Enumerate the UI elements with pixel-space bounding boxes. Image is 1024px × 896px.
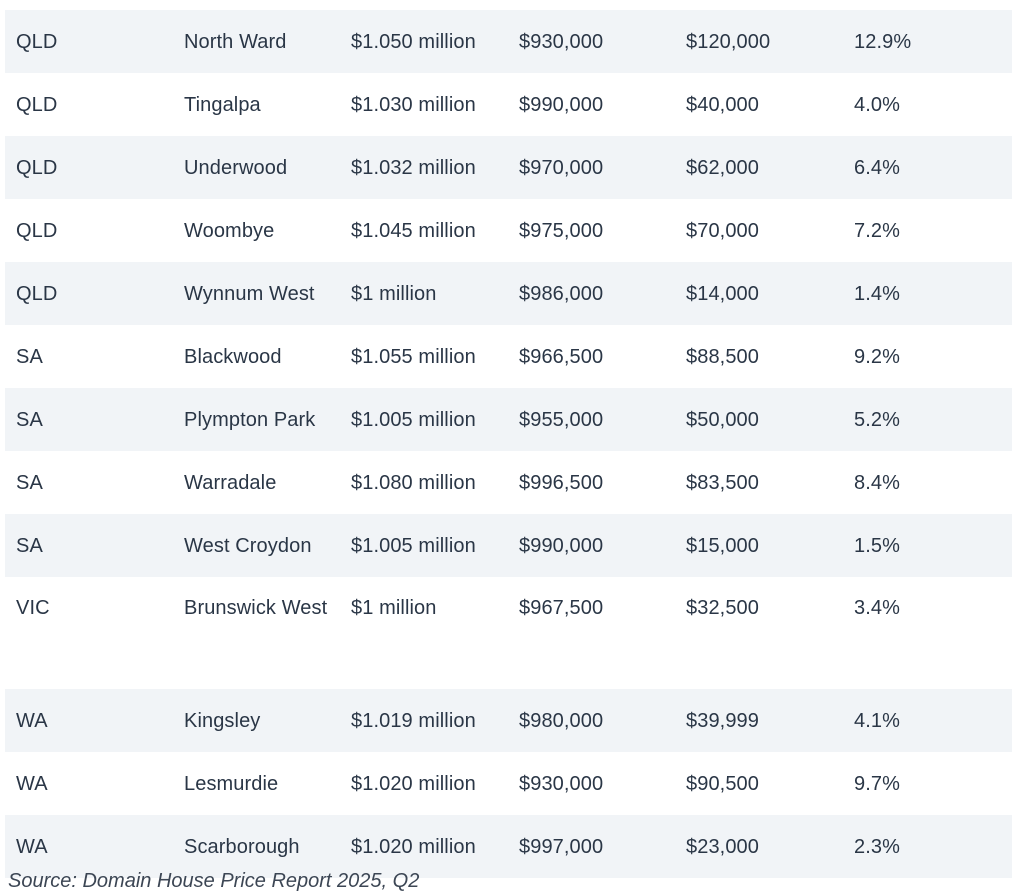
cell-current-price: $1 million (340, 262, 508, 325)
cell-change-amount: $83,500 (675, 451, 843, 514)
cell-change-amount: $32,500 (675, 577, 843, 689)
cell-previous-price: $930,000 (508, 10, 675, 73)
cell-state: WA (5, 689, 173, 752)
cell-suburb: Wynnum West (173, 262, 340, 325)
cell-previous-price: $955,000 (508, 388, 675, 451)
cell-current-price: $1.032 million (340, 136, 508, 199)
cell-change-percent: 2.3% (843, 815, 1012, 878)
cell-current-price: $1.030 million (340, 73, 508, 136)
cell-change-percent: 6.4% (843, 136, 1012, 199)
cell-change-percent: 4.0% (843, 73, 1012, 136)
cell-previous-price: $930,000 (508, 752, 675, 815)
cell-change-percent: 1.4% (843, 262, 1012, 325)
cell-change-amount: $39,999 (675, 689, 843, 752)
cell-change-amount: $88,500 (675, 325, 843, 388)
cell-state: WA (5, 752, 173, 815)
table-row: QLD Woombye $1.045 million $975,000 $70,… (5, 199, 1012, 262)
table-row: SA West Croydon $1.005 million $990,000 … (5, 514, 1012, 577)
table-row: VIC Brunswick West $1 million $967,500 $… (5, 577, 1012, 689)
cell-change-percent: 9.7% (843, 752, 1012, 815)
cell-change-percent: 5.2% (843, 388, 1012, 451)
cell-state: QLD (5, 199, 173, 262)
cell-change-amount: $23,000 (675, 815, 843, 878)
cell-change-percent: 1.5% (843, 514, 1012, 577)
cell-change-amount: $14,000 (675, 262, 843, 325)
cell-current-price: $1.080 million (340, 451, 508, 514)
table-row: SA Blackwood $1.055 million $966,500 $88… (5, 325, 1012, 388)
cell-suburb: Underwood (173, 136, 340, 199)
cell-change-percent: 7.2% (843, 199, 1012, 262)
cell-state: QLD (5, 136, 173, 199)
cell-suburb: Kingsley (173, 689, 340, 752)
source-caption: Source: Domain House Price Report 2025, … (8, 870, 420, 892)
cell-current-price: $1 million (340, 577, 508, 689)
cell-state: SA (5, 451, 173, 514)
cell-change-amount: $40,000 (675, 73, 843, 136)
cell-change-amount: $120,000 (675, 10, 843, 73)
cell-change-amount: $50,000 (675, 388, 843, 451)
cell-previous-price: $986,000 (508, 262, 675, 325)
cell-state: VIC (5, 577, 173, 689)
cell-change-percent: 12.9% (843, 10, 1012, 73)
cell-change-amount: $62,000 (675, 136, 843, 199)
cell-change-percent: 9.2% (843, 325, 1012, 388)
cell-suburb: West Croydon (173, 514, 340, 577)
table-row: WA Kingsley $1.019 million $980,000 $39,… (5, 689, 1012, 752)
cell-state: WA (5, 815, 173, 878)
cell-current-price: $1.005 million (340, 388, 508, 451)
cell-state: QLD (5, 73, 173, 136)
cell-current-price: $1.045 million (340, 199, 508, 262)
table-row: QLD Underwood $1.032 million $970,000 $6… (5, 136, 1012, 199)
cell-suburb: Tingalpa (173, 73, 340, 136)
table-row: QLD Tingalpa $1.030 million $990,000 $40… (5, 73, 1012, 136)
cell-change-percent: 8.4% (843, 451, 1012, 514)
cell-suburb: Woombye (173, 199, 340, 262)
cell-change-percent: 3.4% (843, 577, 1012, 689)
cell-state: SA (5, 514, 173, 577)
cell-suburb: North Ward (173, 10, 340, 73)
cell-previous-price: $966,500 (508, 325, 675, 388)
cell-suburb: Blackwood (173, 325, 340, 388)
table-row: WA Scarborough $1.020 million $997,000 $… (5, 815, 1012, 878)
cell-suburb: Plympton Park (173, 388, 340, 451)
table-row: QLD Wynnum West $1 million $986,000 $14,… (5, 262, 1012, 325)
cell-state: SA (5, 388, 173, 451)
cell-suburb: Lesmurdie (173, 752, 340, 815)
cell-previous-price: $990,000 (508, 73, 675, 136)
table-row: QLD North Ward $1.050 million $930,000 $… (5, 10, 1012, 73)
cell-previous-price: $980,000 (508, 689, 675, 752)
cell-current-price: $1.019 million (340, 689, 508, 752)
cell-previous-price: $997,000 (508, 815, 675, 878)
cell-current-price: $1.050 million (340, 10, 508, 73)
table-row: SA Plympton Park $1.005 million $955,000… (5, 388, 1012, 451)
cell-change-percent: 4.1% (843, 689, 1012, 752)
cell-current-price: $1.020 million (340, 815, 508, 878)
cell-suburb: Scarborough (173, 815, 340, 878)
cell-state: SA (5, 325, 173, 388)
cell-previous-price: $996,500 (508, 451, 675, 514)
cell-change-amount: $90,500 (675, 752, 843, 815)
cell-state: QLD (5, 10, 173, 73)
cell-previous-price: $990,000 (508, 514, 675, 577)
cell-previous-price: $970,000 (508, 136, 675, 199)
price-table: QLD North Ward $1.050 million $930,000 $… (5, 10, 1012, 878)
cell-previous-price: $967,500 (508, 577, 675, 689)
cell-suburb: Brunswick West (173, 577, 340, 689)
table-row: WA Lesmurdie $1.020 million $930,000 $90… (5, 752, 1012, 815)
cell-change-amount: $70,000 (675, 199, 843, 262)
cell-current-price: $1.020 million (340, 752, 508, 815)
cell-change-amount: $15,000 (675, 514, 843, 577)
price-table-container: QLD North Ward $1.050 million $930,000 $… (5, 10, 1012, 878)
cell-current-price: $1.055 million (340, 325, 508, 388)
cell-current-price: $1.005 million (340, 514, 508, 577)
cell-previous-price: $975,000 (508, 199, 675, 262)
cell-suburb: Warradale (173, 451, 340, 514)
table-row: SA Warradale $1.080 million $996,500 $83… (5, 451, 1012, 514)
cell-state: QLD (5, 262, 173, 325)
